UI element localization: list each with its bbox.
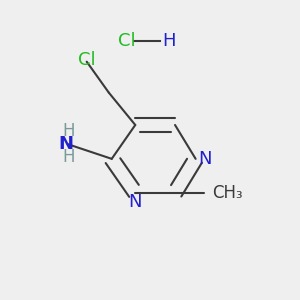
- Text: Cl: Cl: [78, 51, 95, 69]
- Text: N: N: [198, 150, 212, 168]
- Text: H: H: [63, 122, 75, 140]
- Text: N: N: [58, 135, 74, 153]
- Text: N: N: [128, 193, 142, 211]
- Text: CH₃: CH₃: [212, 184, 242, 202]
- Text: Cl: Cl: [118, 32, 135, 50]
- Text: H: H: [63, 148, 75, 166]
- Text: H: H: [162, 32, 176, 50]
